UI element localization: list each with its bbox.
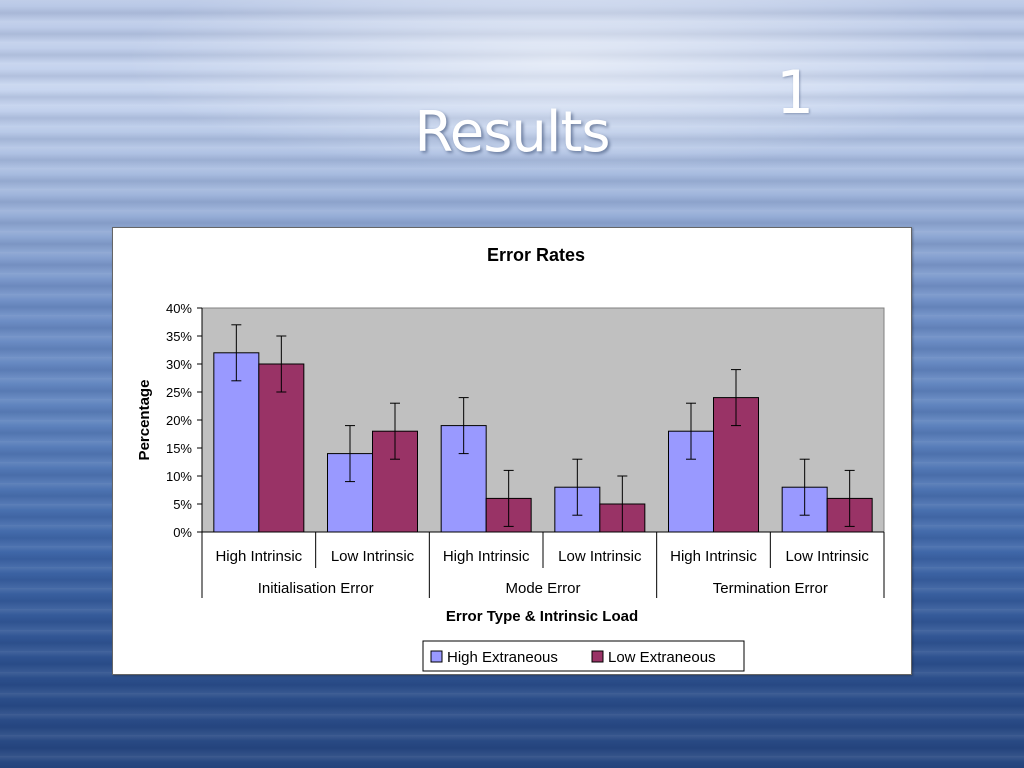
slide-number: 1 — [776, 58, 815, 128]
category-label: High Intrinsic — [670, 548, 757, 565]
group-label: Initialisation Error — [258, 580, 374, 597]
category-label: High Intrinsic — [443, 548, 530, 565]
category-label: Low Intrinsic — [331, 548, 415, 565]
legend-swatch — [430, 650, 443, 663]
group-label: Mode Error — [505, 580, 580, 597]
legend-box — [422, 640, 745, 672]
y-tick-label: 20% — [166, 413, 192, 428]
group-label: Termination Error — [713, 580, 828, 597]
chart-title: Error Rates — [487, 245, 585, 265]
category-label: Low Intrinsic — [785, 548, 869, 565]
y-tick-label: 0% — [173, 525, 192, 540]
legend-swatch — [591, 650, 604, 663]
y-tick-label: 10% — [166, 469, 192, 484]
y-tick-label: 15% — [166, 441, 192, 456]
chart-frame: Error Rates Percentage Error Type & Intr… — [112, 227, 912, 675]
legend-label: High Extraneous — [447, 649, 558, 666]
category-label: High Intrinsic — [215, 548, 302, 565]
plot-area — [201, 307, 885, 533]
y-tick-label: 25% — [166, 385, 192, 400]
y-tick-label: 30% — [166, 357, 192, 372]
plot-layer: 0% 5% 10% 15% 20% 25% 30% 35% 40% High Intrinsic L… — [166, 301, 885, 598]
y-tick-label: 40% — [166, 301, 192, 316]
y-axis-label: Percentage — [136, 380, 153, 461]
legend-label: Low Extraneous — [608, 649, 716, 666]
x-axis-label: Error Type & Intrinsic Load — [446, 608, 638, 625]
category-label: Low Intrinsic — [558, 548, 642, 565]
error-rates-chart: Error Rates Percentage Error Type & Intr… — [136, 245, 885, 672]
y-tick-label: 35% — [166, 329, 192, 344]
slide-title: Results — [414, 100, 610, 165]
bar-high-extraneous — [213, 352, 260, 533]
y-tick-label: 5% — [173, 497, 192, 512]
legend: High Extraneous Low Extraneous — [422, 640, 745, 672]
